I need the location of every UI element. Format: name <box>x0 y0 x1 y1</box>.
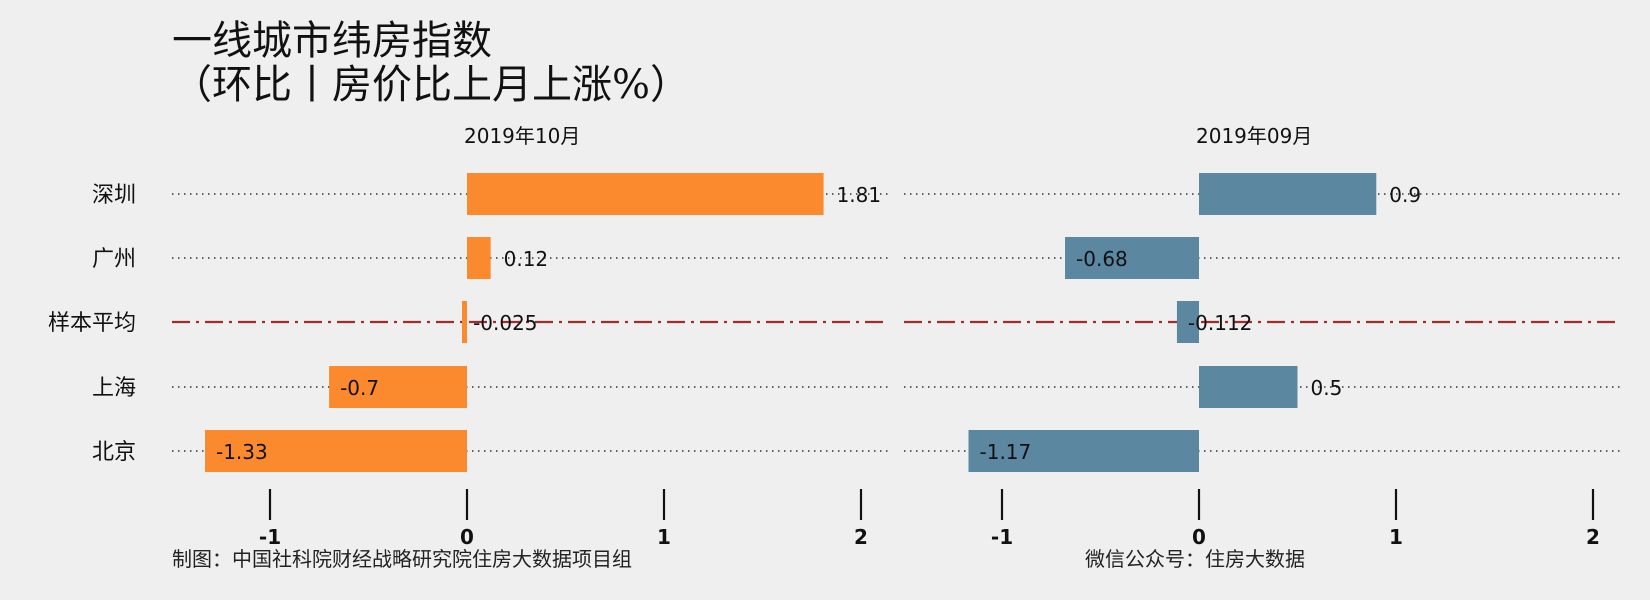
value-label-1-4: -1.17 <box>980 440 1032 464</box>
bar-0-4 <box>204 430 468 472</box>
value-label-1-0: 0.9 <box>1389 183 1421 207</box>
bar-0-0 <box>467 173 824 215</box>
x-tick-label-1-3: 2 <box>1586 525 1600 549</box>
category-label-2: 样本平均 <box>48 311 136 336</box>
bar-0-3 <box>329 366 467 408</box>
x-tick-label-1-1: 0 <box>1192 525 1206 549</box>
x-tick-label-0-3: 2 <box>854 525 868 549</box>
x-tick-label-0-0: -1 <box>259 525 281 549</box>
category-label-1: 广州 <box>92 247 136 272</box>
category-label-0: 深圳 <box>92 183 136 208</box>
bar-1-0 <box>1199 173 1377 215</box>
value-label-0-3: -0.7 <box>340 376 379 400</box>
x-tick-label-0-1: 0 <box>460 525 474 549</box>
chart-title-line2: （环比丨房价比上月上涨%） <box>172 62 690 108</box>
bar-1-2 <box>1176 301 1199 343</box>
panel-title-0: 2019年10月 <box>464 124 580 148</box>
footer-credit: 制图：中国社科院财经战略研究院住房大数据项目组 <box>172 547 632 571</box>
bar-0-1 <box>467 237 491 279</box>
x-tick-label-1-0: -1 <box>991 525 1013 549</box>
guide-lines-layer <box>172 193 1621 520</box>
bar-1-3 <box>1199 366 1298 408</box>
bar-1-1 <box>1065 237 1199 279</box>
category-label-3: 上海 <box>92 376 136 401</box>
chart-title-line1: 一线城市纬房指数 <box>172 18 492 64</box>
value-label-0-2: -0.025 <box>473 311 537 335</box>
value-label-0-1: 0.12 <box>504 247 549 271</box>
category-label-4: 北京 <box>92 440 136 465</box>
x-tick-label-1-2: 1 <box>1389 525 1403 549</box>
bars-layer <box>204 173 1377 472</box>
value-label-0-0: 1.81 <box>837 183 882 207</box>
bar-0-2 <box>462 301 467 343</box>
value-label-1-3: 0.5 <box>1311 376 1343 400</box>
x-tick-label-0-2: 1 <box>657 525 671 549</box>
panel-title-1: 2019年09月 <box>1196 124 1312 148</box>
value-label-0-4: -1.33 <box>216 440 268 464</box>
value-label-1-2: -0.112 <box>1188 311 1252 335</box>
footer-wechat: 微信公众号：住房大数据 <box>1085 547 1305 571</box>
value-label-1-1: -0.68 <box>1076 247 1128 271</box>
bar-1-4 <box>968 430 1199 472</box>
